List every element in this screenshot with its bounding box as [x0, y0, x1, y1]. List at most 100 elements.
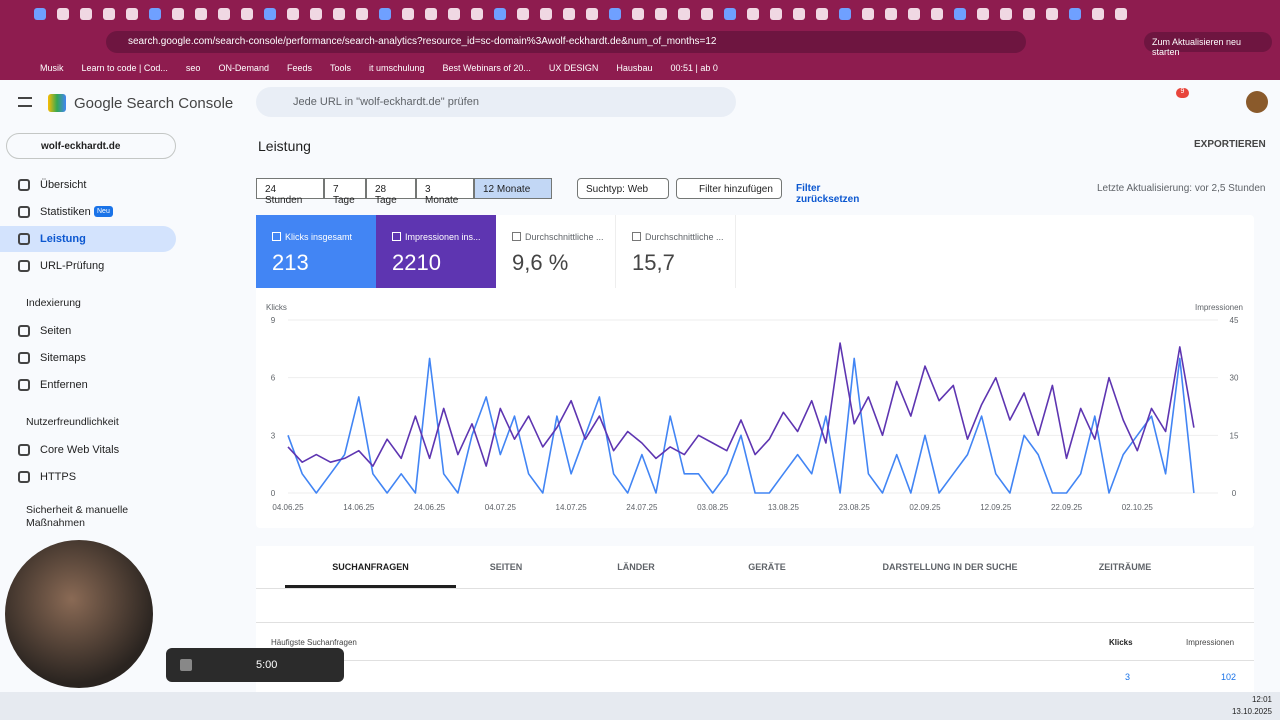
range-button[interactable]: 3 Monate [416, 178, 474, 206]
stop-button[interactable] [180, 659, 192, 671]
tab-icon[interactable] [448, 8, 460, 20]
tab-icon[interactable] [34, 8, 46, 20]
range-button[interactable]: 12 Monate [474, 178, 552, 199]
url-inspect[interactable]: Jede URL in "wolf-eckhardt.de" prüfen [256, 87, 736, 117]
nav-item[interactable]: URL-Prüfung [0, 253, 176, 279]
tab-icon[interactable] [862, 8, 874, 20]
nav-item[interactable]: Statistiken Neu [0, 199, 176, 225]
tab-icon[interactable] [1115, 8, 1127, 20]
tab-icon[interactable] [632, 8, 644, 20]
bookmark[interactable]: Best Webinars of 20... [442, 63, 531, 73]
tab-icon[interactable] [218, 8, 230, 20]
bookmark[interactable]: UX DESIGN [548, 63, 599, 73]
nav-item[interactable]: Leistung [0, 226, 176, 252]
tab-icon[interactable] [1069, 8, 1081, 20]
tab-icon[interactable] [103, 8, 115, 20]
tab-icon[interactable] [724, 8, 736, 20]
tab-icon[interactable] [793, 8, 805, 20]
nav-item[interactable]: Seiten [0, 318, 176, 344]
checkbox[interactable] [512, 232, 521, 241]
column-header[interactable]: Klicks [1109, 638, 1133, 647]
tab-icon[interactable] [586, 8, 598, 20]
tab-icon[interactable] [333, 8, 345, 20]
table-tab[interactable]: GERÄTE [748, 562, 786, 572]
table-tab[interactable]: SEITEN [489, 562, 523, 572]
tab-icon[interactable] [241, 8, 253, 20]
bookmark[interactable]: it umschulung [368, 63, 425, 73]
bookmark[interactable]: Tools [329, 63, 351, 73]
tab-icon[interactable] [80, 8, 92, 20]
tab-icon[interactable] [264, 8, 276, 20]
tab-icon[interactable] [310, 8, 322, 20]
bookmark[interactable]: Hausbau [616, 63, 653, 73]
tab-icon[interactable] [126, 8, 138, 20]
tab-icon[interactable] [816, 8, 828, 20]
tab-icon[interactable] [1023, 8, 1035, 20]
range-button[interactable]: 28 Tage [366, 178, 416, 206]
tab-icon[interactable] [494, 8, 506, 20]
tab-icon[interactable] [747, 8, 759, 20]
nav-item[interactable]: Übersicht [0, 172, 176, 198]
table-tab[interactable]: ZEITRÄUME [1098, 562, 1152, 572]
nav-section[interactable]: Sicherheit & manuelle Maßnahmen [0, 501, 176, 529]
tab-icon[interactable] [678, 8, 690, 20]
column-header[interactable]: Impressionen [1186, 638, 1235, 647]
range-button[interactable]: 7 Tage [324, 178, 366, 206]
tab-icon[interactable] [540, 8, 552, 20]
tab-icon[interactable] [402, 8, 414, 20]
tab-icon[interactable] [655, 8, 667, 20]
tab-icon[interactable] [770, 8, 782, 20]
metric-card[interactable]: Impressionen ins... 2210 [376, 215, 496, 288]
metric-card[interactable]: Durchschnittliche ... 9,6 % [496, 215, 616, 288]
table-tab[interactable]: SUCHANFRAGEN [332, 562, 409, 572]
tab-icon[interactable] [471, 8, 483, 20]
address-bar[interactable]: search.google.com/search-console/perform… [106, 31, 1026, 53]
bookmark[interactable]: ON-Demand [218, 63, 269, 73]
nav-section[interactable]: Indexierung [0, 290, 176, 316]
nav-item[interactable]: Sitemaps [0, 345, 176, 371]
metric-card[interactable]: Durchschnittliche ... 15,7 [616, 215, 736, 288]
tab-icon[interactable] [977, 8, 989, 20]
tab-icon[interactable] [1000, 8, 1012, 20]
tab-icon[interactable] [563, 8, 575, 20]
checkbox[interactable] [632, 232, 641, 241]
tab-icon[interactable] [885, 8, 897, 20]
table-tab[interactable]: LÄNDER [617, 562, 655, 572]
reset-filter[interactable]: Filter zurücksetzen [796, 183, 860, 205]
export-button[interactable]: EXPORTIEREN [1194, 139, 1266, 150]
bookmark[interactable]: Learn to code | Cod... [81, 63, 168, 73]
tab-icon[interactable] [1092, 8, 1104, 20]
nav-item[interactable]: HTTPS [0, 464, 176, 490]
bookmark[interactable]: 00:51 | ab 0 [670, 63, 718, 73]
tab-icon[interactable] [609, 8, 621, 20]
tab-icon[interactable] [701, 8, 713, 20]
menu-icon[interactable] [18, 97, 32, 107]
metric-card[interactable]: Klicks insgesamt 213 [256, 215, 376, 288]
tab-icon[interactable] [954, 8, 966, 20]
table-tab[interactable]: DARSTELLUNG IN DER SUCHE [882, 562, 1018, 572]
tab-icon[interactable] [287, 8, 299, 20]
tab-icon[interactable] [931, 8, 943, 20]
update-button[interactable]: Zum Aktualisieren neu starten [1144, 32, 1272, 57]
nav-section[interactable]: Nutzerfreundlichkeit [0, 409, 176, 435]
tab-icon[interactable] [195, 8, 207, 20]
nav-item[interactable]: Entfernen [0, 372, 176, 398]
tab-icon[interactable] [356, 8, 368, 20]
tab-icon[interactable] [149, 8, 161, 20]
nav-item[interactable]: Core Web Vitals [0, 437, 176, 463]
bookmark[interactable]: Musik [40, 63, 64, 73]
tab-icon[interactable] [839, 8, 851, 20]
property-selector[interactable]: wolf-eckhardt.de [6, 133, 176, 159]
tab-icon[interactable] [379, 8, 391, 20]
tab-icon[interactable] [57, 8, 69, 20]
bookmark[interactable]: Feeds [286, 63, 312, 73]
tab-icon[interactable] [517, 8, 529, 20]
checkbox[interactable] [272, 232, 281, 241]
add-filter[interactable]: Filter hinzufügen [676, 178, 782, 199]
tab-icon[interactable] [1046, 8, 1058, 20]
checkbox[interactable] [392, 232, 401, 241]
search-type[interactable]: Suchtyp: Web [577, 178, 669, 199]
bookmark[interactable]: seo [185, 63, 201, 73]
tab-icon[interactable] [425, 8, 437, 20]
range-button[interactable]: 24 Stunden [256, 178, 324, 206]
